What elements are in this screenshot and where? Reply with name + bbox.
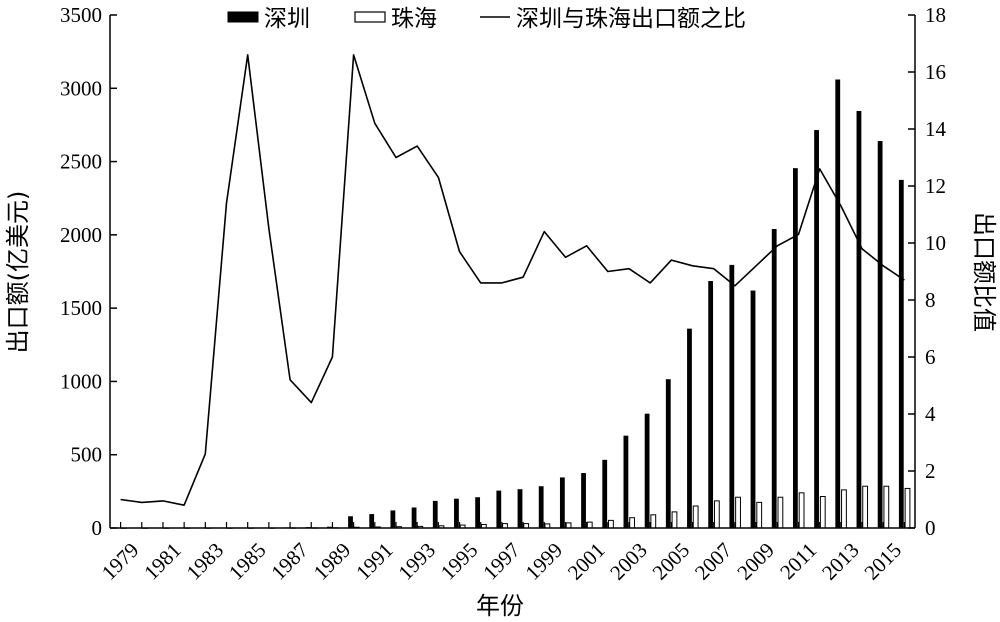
bar-shenzhen-2004 xyxy=(644,413,650,528)
bar-zhuhai-2010 xyxy=(777,496,784,529)
bar-zhuhai-2014 xyxy=(862,485,869,529)
x-tick-label: 2005 xyxy=(648,538,695,585)
bars-layer xyxy=(115,79,911,529)
bar-shenzhen-1996 xyxy=(475,497,481,528)
x-tick-label: 2003 xyxy=(605,538,652,585)
bar-zhuhai-2016 xyxy=(904,487,911,529)
bar-shenzhen-1999 xyxy=(538,486,544,528)
y-left-tick-label: 1500 xyxy=(60,296,102,320)
legend: 深圳 珠海 深圳与珠海出口额之比 xyxy=(227,6,746,32)
legend-label-shenzhen: 深圳 xyxy=(264,6,310,32)
bar-shenzhen-1990 xyxy=(348,516,353,528)
y-left-tick-label: 1000 xyxy=(60,369,102,393)
x-tick-label: 1991 xyxy=(351,538,398,585)
bar-shenzhen-2007 xyxy=(708,281,714,528)
y-right-tick-label: 10 xyxy=(925,231,946,255)
y-right-tick-label: 16 xyxy=(925,60,946,84)
bar-shenzhen-2008 xyxy=(729,264,735,528)
bar-shenzhen-2005 xyxy=(665,379,671,528)
x-tick-label: 2001 xyxy=(563,538,610,585)
y-axis-left-title: 出口额(亿美元) xyxy=(4,191,32,354)
y-left-tick-label: 2500 xyxy=(60,150,102,174)
y-left-tick-label: 0 xyxy=(92,516,103,540)
y-right-tick-label: 8 xyxy=(925,288,936,312)
bar-shenzhen-2011 xyxy=(792,168,798,528)
bar-zhuhai-2005 xyxy=(671,511,678,529)
x-axis-title: 年份 xyxy=(476,592,524,620)
bar-shenzhen-2012 xyxy=(814,130,819,528)
bar-zhuhai-2011 xyxy=(798,492,805,529)
x-tick-label: 1983 xyxy=(182,538,229,585)
x-tick-label: 1999 xyxy=(521,538,568,585)
bar-shenzhen-2013 xyxy=(835,79,841,529)
bar-shenzhen-1997 xyxy=(496,490,502,528)
y-right-tick-label: 6 xyxy=(925,345,936,369)
bar-shenzhen-2016 xyxy=(898,179,904,528)
x-tick-label: 2011 xyxy=(775,538,821,584)
bar-shenzhen-2001 xyxy=(581,473,586,528)
x-tick-label: 2015 xyxy=(859,538,906,585)
bar-shenzhen-2000 xyxy=(559,477,565,528)
x-tick-label: 1993 xyxy=(393,538,440,585)
bar-shenzhen-2006 xyxy=(687,328,692,528)
bar-zhuhai-2015 xyxy=(883,485,890,529)
x-tick-label: 1981 xyxy=(139,538,186,585)
x-tick-label: 1997 xyxy=(478,538,525,585)
bar-zhuhai-2009 xyxy=(756,501,763,529)
x-tick-label: 1989 xyxy=(309,538,356,585)
bar-zhuhai-2003 xyxy=(629,517,636,529)
y-right-tick-label: 14 xyxy=(925,117,947,141)
y-axis-right-title: 出口额比值 xyxy=(970,212,998,332)
bar-shenzhen-1991 xyxy=(369,514,375,528)
bar-shenzhen-2003 xyxy=(623,435,629,528)
y-right-tick-label: 2 xyxy=(925,459,936,483)
legend-swatch-shenzhen xyxy=(227,11,259,23)
bar-shenzhen-2015 xyxy=(877,141,883,528)
bar-shenzhen-2009 xyxy=(750,290,756,528)
bar-zhuhai-2013 xyxy=(841,489,847,529)
bar-zhuhai-2008 xyxy=(735,496,741,529)
bar-zhuhai-2006 xyxy=(692,505,699,529)
legend-swatch-zhuhai xyxy=(354,11,386,23)
bar-shenzhen-2014 xyxy=(856,111,862,529)
bar-zhuhai-2007 xyxy=(713,500,720,529)
bar-shenzhen-1993 xyxy=(411,507,417,528)
bar-zhuhai-2012 xyxy=(819,495,826,529)
bar-shenzhen-2010 xyxy=(771,228,777,528)
y-right-tick-label: 4 xyxy=(925,402,936,426)
bar-shenzhen-1992 xyxy=(390,510,396,528)
bar-shenzhen-2002 xyxy=(602,459,608,528)
x-tick-label: 1987 xyxy=(266,538,313,585)
y-left-tick-label: 500 xyxy=(71,443,103,467)
y-right-tick-label: 12 xyxy=(925,174,946,198)
bar-shenzhen-1998 xyxy=(517,489,523,528)
y-right-tick-label: 18 xyxy=(925,3,946,27)
x-tick-label: 1985 xyxy=(224,538,271,585)
y-left-tick-label: 3000 xyxy=(60,76,102,100)
axes-layer: 0 500 1000 1500 2000 2500 3000 3500 0 2 4 6 8 10 12 14 1… xyxy=(60,3,947,585)
ratio-line-layer xyxy=(120,54,905,507)
bar-shenzhen-1994 xyxy=(432,500,438,528)
legend-label-ratio: 深圳与珠海出口额之比 xyxy=(516,6,746,32)
ratio-line xyxy=(120,54,905,507)
bar-zhuhai-2001 xyxy=(586,521,593,529)
x-tick-label: 1979 xyxy=(97,538,144,585)
x-tick-label: 1995 xyxy=(436,538,483,585)
legend-label-zhuhai: 珠海 xyxy=(391,6,437,32)
bar-zhuhai-2002 xyxy=(608,519,614,529)
y-right-tick-label: 0 xyxy=(925,516,936,540)
bar-zhuhai-2000 xyxy=(565,522,572,529)
bar-zhuhai-2004 xyxy=(650,514,657,529)
y-left-tick-label: 2000 xyxy=(60,223,102,247)
y-left-tick-label: 3500 xyxy=(60,3,102,27)
x-tick-label: 2007 xyxy=(690,538,737,585)
x-tick-label: 2013 xyxy=(817,538,864,585)
x-tick-label: 2009 xyxy=(732,538,779,585)
bar-shenzhen-1995 xyxy=(454,498,459,528)
